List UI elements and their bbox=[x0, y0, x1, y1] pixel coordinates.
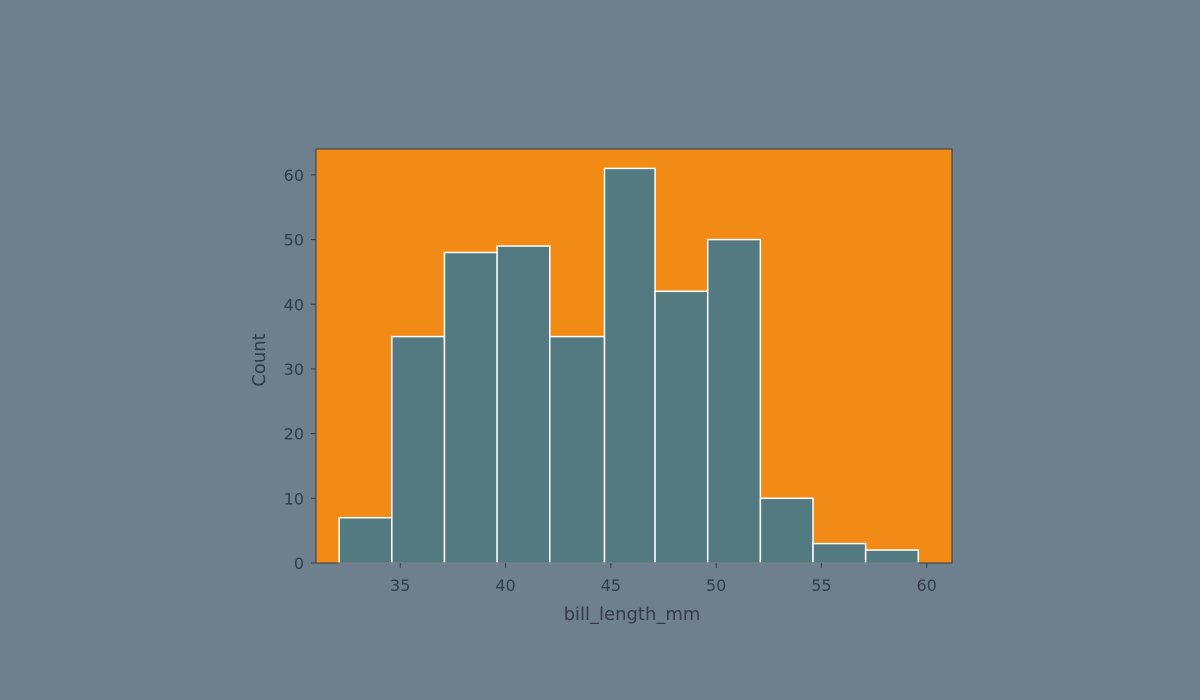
histogram-bar bbox=[812, 542, 867, 564]
x-tick-label: 45 bbox=[601, 576, 621, 595]
histogram-bar bbox=[603, 167, 656, 564]
y-tick-label: 30 bbox=[284, 360, 304, 379]
x-tick-label: 60 bbox=[917, 576, 937, 595]
histogram-bar bbox=[759, 497, 814, 564]
y-axis-label: Count bbox=[249, 333, 270, 386]
y-tick-label: 0 bbox=[294, 554, 304, 573]
histogram-bar bbox=[496, 245, 551, 564]
x-tick-label: 40 bbox=[495, 576, 515, 595]
y-axis: 0 10 20 30 40 50 60 bbox=[284, 166, 316, 573]
histogram-bar bbox=[549, 335, 606, 564]
histogram-bar bbox=[391, 335, 446, 564]
x-axis: 35 40 45 50 55 60 bbox=[390, 563, 937, 595]
y-tick-label: 10 bbox=[284, 489, 304, 508]
y-tick-label: 60 bbox=[284, 166, 304, 185]
histogram-bar bbox=[706, 238, 762, 564]
histogram-bar bbox=[654, 290, 709, 564]
histogram-bar bbox=[338, 516, 393, 564]
x-axis-label: bill_length_mm bbox=[564, 604, 701, 625]
bars-group bbox=[338, 167, 920, 564]
x-tick-label: 55 bbox=[811, 576, 831, 595]
plot-frame bbox=[315, 148, 953, 564]
histogram-bar bbox=[864, 549, 920, 564]
y-tick-label: 50 bbox=[284, 231, 304, 250]
x-tick-label: 50 bbox=[706, 576, 726, 595]
histogram-bar bbox=[443, 251, 498, 564]
x-tick-label: 35 bbox=[390, 576, 410, 595]
y-tick-label: 20 bbox=[284, 425, 304, 444]
y-tick-label: 40 bbox=[284, 295, 304, 314]
